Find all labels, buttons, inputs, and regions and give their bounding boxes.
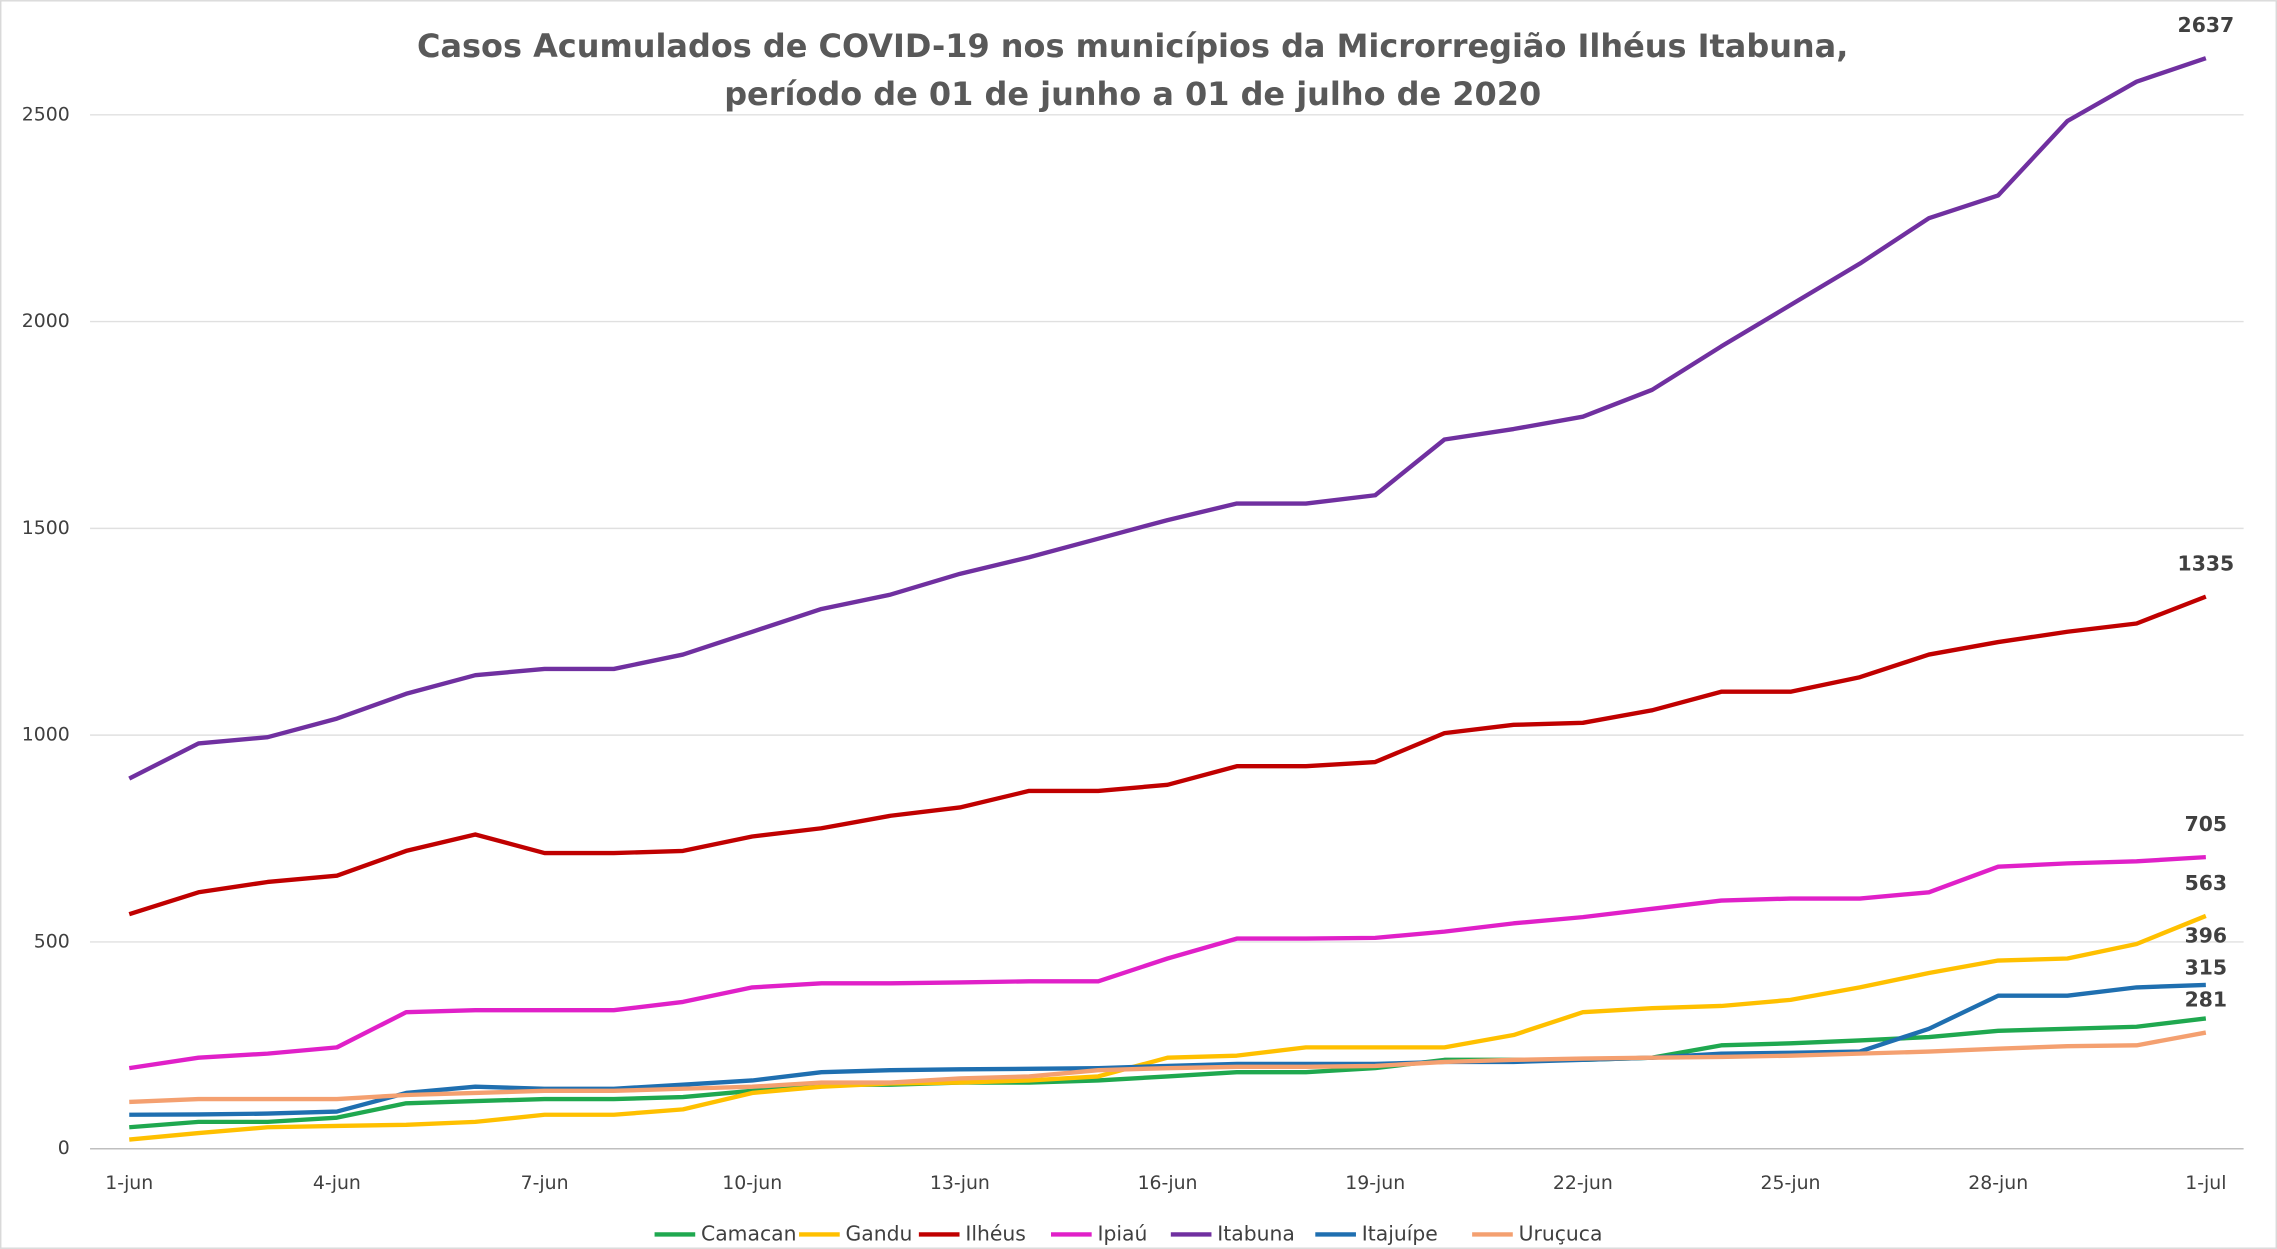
x-tick-label: 22-jun (1553, 1172, 1613, 1194)
data-label: 396 (2185, 924, 2227, 948)
legend-label: Itajuípe (1362, 1221, 1438, 1245)
legend-label: Camacan (701, 1221, 796, 1245)
y-tick-label: 1500 (22, 517, 70, 539)
legend-label: Uruçuca (1519, 1221, 1603, 1245)
data-label: 1335 (2178, 552, 2235, 576)
y-tick-label: 2500 (22, 103, 70, 125)
series-line (129, 1016, 2207, 1130)
series-line (128, 56, 2207, 781)
legend-label: Gandu (846, 1221, 913, 1245)
data-label: 281 (2185, 988, 2227, 1012)
data-label: 2637 (2178, 13, 2235, 37)
y-tick-label: 2000 (22, 310, 70, 332)
series-line (128, 854, 2206, 1071)
data-label: 563 (2185, 871, 2227, 895)
x-tick-label: 4-jun (313, 1172, 361, 1194)
data-label: 705 (2185, 812, 2227, 836)
x-tick-label: 13-jun (930, 1172, 990, 1194)
x-tick-label: 28-jun (1968, 1172, 2028, 1194)
data-label: 315 (2185, 956, 2227, 980)
legend-label: Itabuna (1217, 1221, 1295, 1245)
y-tick-label: 1000 (22, 724, 70, 746)
x-tick-label: 1-jun (105, 1172, 153, 1194)
y-tick-label: 0 (58, 1137, 70, 1159)
x-tick-label: 10-jun (722, 1172, 782, 1194)
x-tick-label: 19-jun (1345, 1172, 1405, 1194)
series-line (129, 1030, 2207, 1105)
series-line (128, 594, 2207, 917)
x-tick-label: 1-jul (2185, 1172, 2226, 1194)
y-tick-label: 500 (34, 930, 70, 952)
x-tick-label: 16-jun (1138, 1172, 1198, 1194)
legend-label: Ilhéus (965, 1221, 1026, 1245)
legend-label: Ipiaú (1097, 1221, 1147, 1245)
x-tick-label: 7-jun (521, 1172, 569, 1194)
chart-title: Casos Acumulados de COVID-19 nos municíp… (417, 27, 1848, 65)
chart-title: período de 01 de junho a 01 de julho de … (724, 75, 1541, 113)
series-line (129, 913, 2207, 1142)
x-tick-label: 25-jun (1761, 1172, 1821, 1194)
